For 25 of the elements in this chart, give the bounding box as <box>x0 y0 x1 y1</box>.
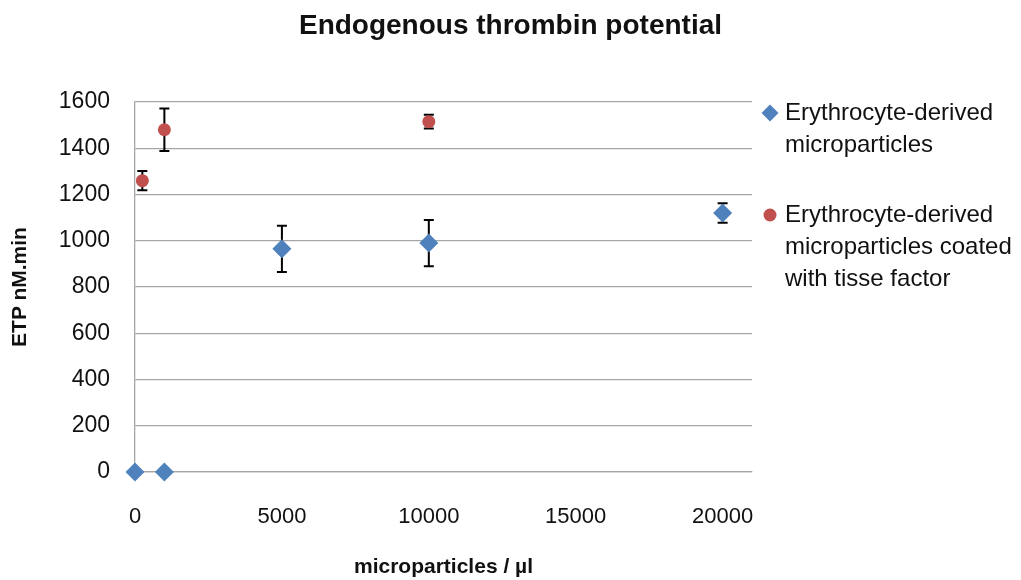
point <box>135 174 149 188</box>
x-tick-label: 5000 <box>257 503 307 529</box>
x-tick-label: 10000 <box>398 503 460 529</box>
legend-label: Erythrocyte-derived microparticles coated with tisse factor <box>784 199 1012 291</box>
legend-label: Erythrocyte-derived microparticles <box>785 97 994 157</box>
y-tick-label: 0 <box>97 457 110 484</box>
y-tick-label: 1200 <box>58 179 110 206</box>
y-tick-label: 600 <box>71 318 110 345</box>
point <box>272 239 292 259</box>
chart-title: Endogenous thrombin potential <box>297 9 724 41</box>
y-axis-title: ETP nM.min <box>7 227 31 347</box>
y-tick-label: 1600 <box>58 87 110 114</box>
point <box>419 233 439 253</box>
point <box>157 123 171 137</box>
y-tick-label: 1000 <box>58 226 110 253</box>
x-tick-label: 0 <box>128 503 142 529</box>
x-axis-title: microparticles / µl <box>353 554 534 578</box>
x-tick-label: 15000 <box>545 503 607 529</box>
y-tick-label: 1400 <box>58 133 110 160</box>
y-tick-label: 200 <box>71 411 110 438</box>
y-tick-label: 800 <box>71 272 110 299</box>
point <box>125 462 145 482</box>
point <box>154 462 174 482</box>
x-tick-label: 20000 <box>692 503 754 529</box>
y-tick-label: 400 <box>71 364 110 391</box>
